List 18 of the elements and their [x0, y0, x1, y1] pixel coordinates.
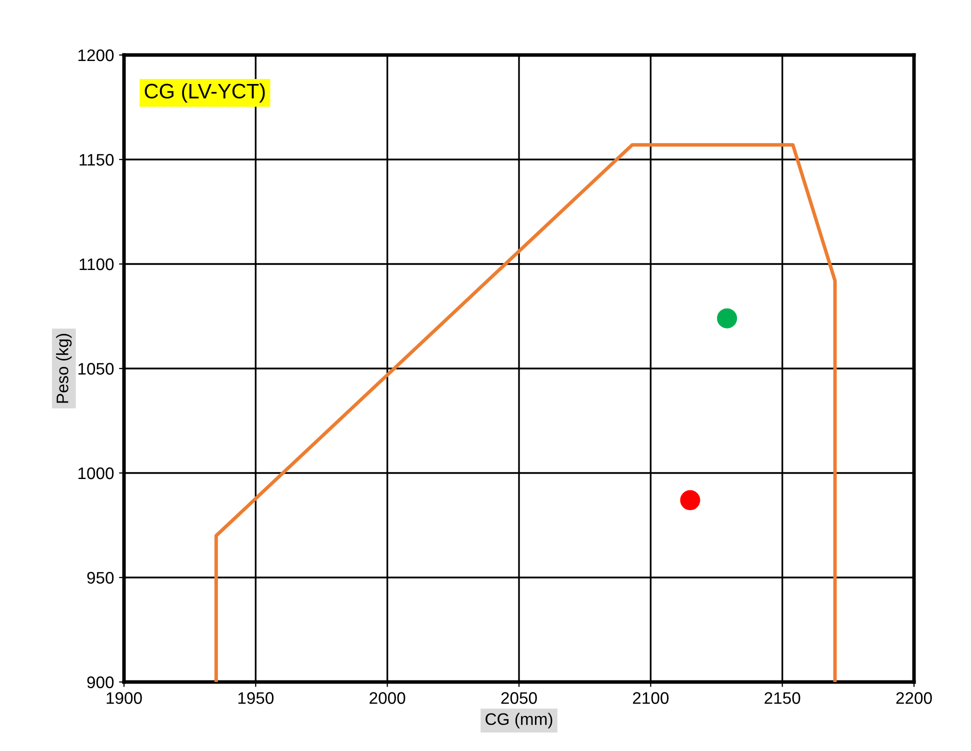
y-axis-title: Peso (kg)	[56, 334, 72, 403]
y-tick-label: 1200	[78, 49, 114, 62]
x-tick-label: 2050	[501, 692, 537, 704]
y-tick-label: 1000	[78, 467, 114, 480]
x-tick-label: 2150	[764, 692, 800, 704]
x-tick-label: 1950	[238, 692, 274, 704]
text: CG (LV-YCT)	[144, 83, 265, 103]
y-tick-label: 1100	[80, 258, 114, 270]
x-tick-label: 2100	[632, 692, 669, 704]
x-tick-label: 1900	[106, 692, 142, 704]
line-series	[214, 143, 837, 682]
y-tick-label: 1050	[78, 362, 114, 375]
y-tick-label: 900	[87, 676, 114, 688]
x-axis-title: CG (mm)	[486, 712, 552, 728]
y-tick-label: 950	[87, 572, 114, 584]
x-tick-label: 2200	[896, 692, 932, 704]
y-tick-label: 1150	[80, 154, 114, 166]
x-tick-label: 2000	[370, 692, 406, 704]
